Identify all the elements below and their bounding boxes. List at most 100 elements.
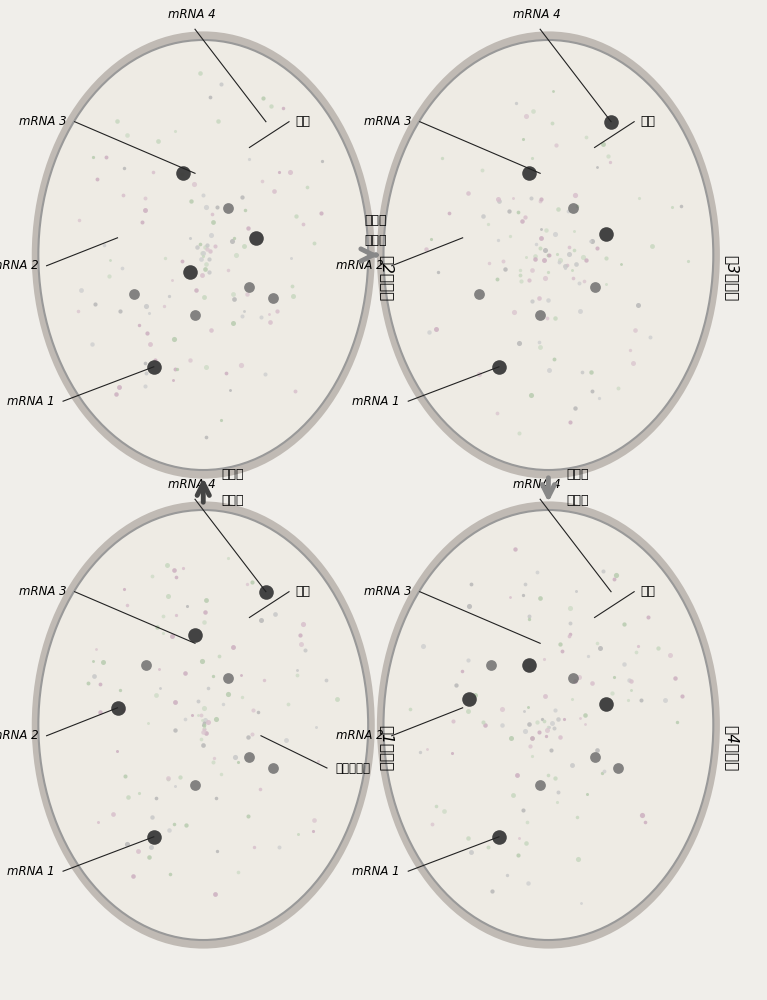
Point (562, 628, 574, 644)
Point (644, 329, 657, 345)
Point (533, 724, 545, 740)
Point (532, 334, 545, 350)
Point (73, 212, 85, 228)
Point (291, 667, 304, 683)
Point (158, 298, 170, 314)
Point (200, 592, 212, 608)
Point (600, 225, 612, 241)
Point (91, 171, 103, 187)
Point (200, 725, 212, 741)
Point (249, 839, 261, 855)
Point (530, 236, 542, 252)
Point (612, 380, 624, 396)
Point (320, 672, 332, 688)
Point (625, 682, 637, 698)
Text: 洗涤和: 洗涤和 (364, 214, 387, 227)
Point (465, 844, 477, 860)
Point (107, 806, 119, 822)
Point (528, 251, 541, 267)
Point (308, 812, 320, 828)
Point (209, 238, 222, 254)
Point (472, 366, 485, 382)
Point (250, 230, 262, 246)
Point (516, 131, 528, 147)
Point (226, 233, 239, 249)
Point (110, 113, 123, 129)
Point (97, 654, 110, 670)
Point (518, 209, 531, 225)
Text: 细胞: 细胞 (640, 115, 656, 128)
Point (652, 640, 664, 656)
Point (291, 662, 304, 678)
Point (118, 581, 130, 597)
Point (632, 297, 644, 313)
Point (556, 643, 568, 659)
Point (522, 699, 534, 715)
Point (284, 164, 296, 180)
Point (217, 696, 229, 712)
Point (241, 576, 253, 592)
Ellipse shape (377, 31, 720, 479)
Point (437, 803, 449, 819)
Point (535, 230, 547, 246)
Point (232, 864, 244, 880)
Point (114, 682, 127, 698)
Point (243, 749, 255, 765)
Point (512, 847, 524, 863)
Point (189, 307, 201, 323)
Point (169, 123, 181, 139)
Point (525, 730, 538, 746)
Point (551, 794, 563, 810)
Point (162, 770, 174, 786)
Point (149, 352, 161, 368)
Point (539, 270, 551, 286)
Point (463, 691, 476, 707)
Point (586, 675, 598, 691)
Point (196, 245, 209, 261)
Point (525, 190, 537, 206)
Point (286, 278, 298, 294)
Point (196, 712, 208, 728)
Point (189, 627, 201, 643)
Point (110, 743, 123, 759)
Point (166, 272, 178, 288)
Text: mRNA 2: mRNA 2 (0, 259, 38, 272)
Point (133, 785, 145, 801)
Point (473, 286, 486, 302)
Point (550, 137, 562, 153)
Text: 细胞: 细胞 (295, 115, 311, 128)
Point (564, 414, 576, 430)
Point (264, 314, 276, 330)
Point (582, 648, 594, 664)
Point (545, 715, 558, 731)
Point (146, 809, 158, 825)
Text: 细胞: 细胞 (295, 585, 311, 598)
Point (509, 304, 521, 320)
Point (522, 875, 534, 891)
Text: 第3轮杂交: 第3轮杂交 (724, 255, 739, 301)
Point (568, 242, 580, 258)
Point (169, 694, 181, 710)
Point (150, 687, 162, 703)
Point (111, 700, 123, 716)
Point (566, 262, 578, 278)
Point (246, 726, 258, 742)
Point (660, 692, 672, 708)
Point (569, 187, 581, 203)
Point (551, 246, 563, 262)
Point (513, 267, 525, 283)
Point (446, 713, 459, 729)
Text: 再杂交: 再杂交 (566, 493, 589, 506)
Point (75, 282, 87, 298)
Point (308, 235, 321, 251)
Point (513, 335, 525, 351)
Point (227, 639, 239, 655)
Point (197, 187, 209, 203)
Point (288, 383, 301, 399)
Point (576, 249, 588, 265)
Point (663, 647, 676, 663)
Point (512, 830, 525, 846)
Point (199, 199, 212, 215)
Ellipse shape (31, 501, 375, 949)
Point (549, 702, 561, 718)
